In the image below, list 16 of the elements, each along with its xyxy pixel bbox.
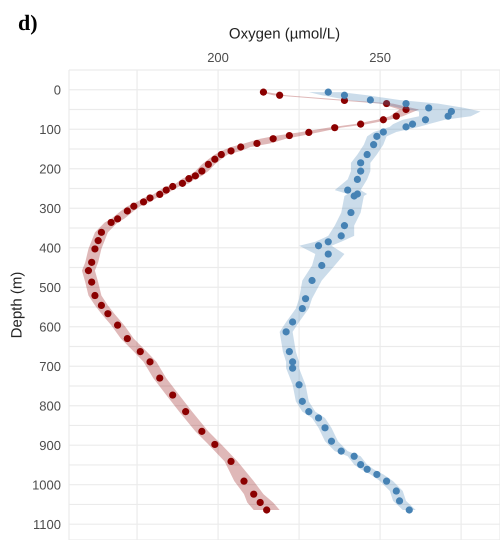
y-tick-label: 1100 — [33, 516, 61, 532]
y-tick-label: 1000 — [32, 477, 61, 492]
y-tick-label: 200 — [39, 161, 61, 176]
y-tick-label: 900 — [39, 438, 61, 453]
y-tick-label: 600 — [39, 319, 61, 334]
y-tick-label: 100 — [39, 122, 61, 137]
x-tick-label: 250 — [369, 50, 391, 65]
chart-title: d) — [18, 10, 38, 36]
y-tick-label: 0 — [54, 82, 61, 98]
y-tick-label: 400 — [39, 240, 61, 256]
y-tick-label: 500 — [39, 280, 61, 295]
y-tick-label: 700 — [39, 358, 61, 374]
x-axis-title: Oxygen (µmol/L) — [228, 26, 340, 43]
y-tick-label: 800 — [39, 398, 61, 414]
y-tick-label: 300 — [39, 200, 61, 216]
y-axis-title: Depth (m) — [8, 272, 26, 338]
